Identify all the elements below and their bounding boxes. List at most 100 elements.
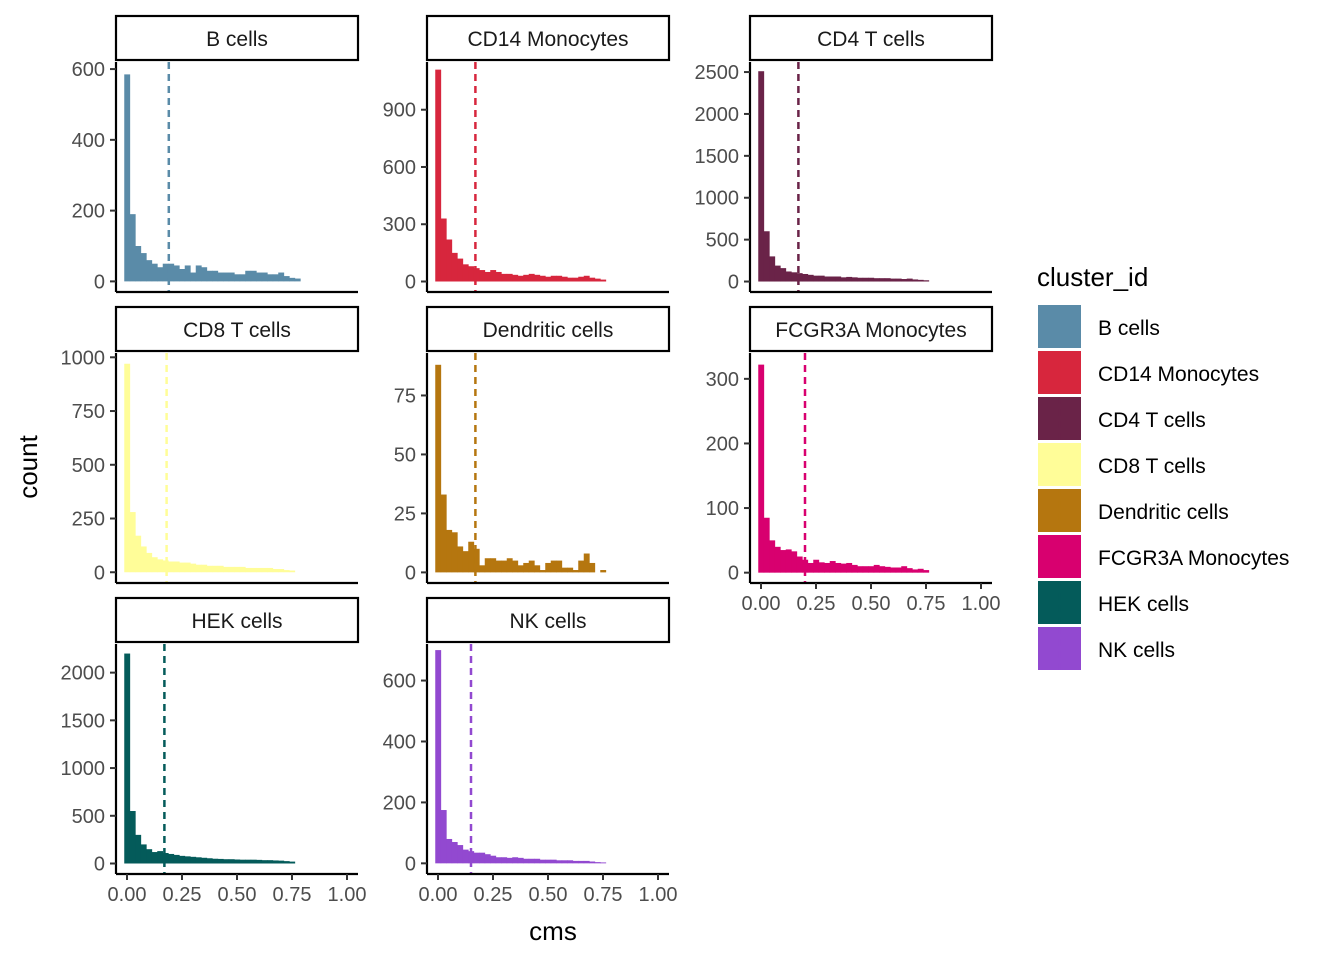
bar-fcgr3a-monocytes-16 <box>846 562 853 573</box>
bar-nk-cells-17 <box>528 858 535 864</box>
bar-cd4-t-cells-1 <box>763 231 770 282</box>
bar-cd4-t-cells-26 <box>901 279 908 282</box>
bar-cd4-t-cells-3 <box>774 265 781 282</box>
panel-fcgr3a-monocytes: FCGR3A Monocytes 0 100 200 300 0.00 0.25 0.50 0.… <box>706 305 1000 615</box>
bar-hek-cells-25 <box>261 860 268 864</box>
bar-b-cells-14 <box>201 267 208 282</box>
legend-key-cd14-monocytes <box>1038 351 1081 394</box>
bar-cd4-t-cells-0 <box>758 71 765 282</box>
bar-hek-cells-10 <box>179 855 186 864</box>
bar-cd4-t-cells-27 <box>906 278 913 282</box>
bar-cd14-monocytes-11 <box>495 271 502 282</box>
bar-hek-cells-14 <box>201 857 208 864</box>
y-tick-label-cd14-monocytes-2: 600 <box>383 157 416 179</box>
bar-dendritic-cells-2 <box>446 529 453 573</box>
bar-fcgr3a-monocytes-12 <box>824 562 831 573</box>
bar-b-cells-26 <box>267 274 274 282</box>
bar-cd14-monocytes-5 <box>462 264 469 282</box>
y-tick-label-cd8-t-cells-1: 250 <box>72 509 105 531</box>
bar-fcgr3a-monocytes-28 <box>912 569 919 573</box>
bar-hek-cells-30 <box>289 861 296 864</box>
bar-cd8-t-cells-20 <box>234 566 241 573</box>
bar-fcgr3a-monocytes-27 <box>906 568 913 573</box>
x-axis-title: cms <box>529 916 577 946</box>
bar-cd4-t-cells-21 <box>873 278 880 282</box>
bar-cd8-t-cells-5 <box>151 557 158 573</box>
bar-b-cells-4 <box>146 260 153 282</box>
bar-cd8-t-cells-13 <box>195 564 202 573</box>
y-tick-label-nk-cells-2: 400 <box>383 731 416 753</box>
bar-nk-cells-11 <box>495 857 502 864</box>
bar-fcgr3a-monocytes-26 <box>901 566 908 573</box>
bar-nk-cells-2 <box>446 838 453 864</box>
y-tick-label-hek-cells-0: 0 <box>94 854 105 876</box>
bar-cd8-t-cells-23 <box>250 567 257 573</box>
bar-cd14-monocytes-9 <box>484 271 491 282</box>
bar-b-cells-17 <box>217 272 224 282</box>
bar-cd8-t-cells-14 <box>201 564 208 573</box>
strip-fcgr3a-monocytes <box>748 305 994 353</box>
bar-cd8-t-cells-12 <box>190 563 197 573</box>
strip-cd4-t-cells <box>748 14 994 62</box>
legend-label-cd4-t-cells: CD4 T cells <box>1098 409 1206 432</box>
legend-key-fcgr3a-monocytes <box>1038 535 1081 578</box>
x-tick-label-fcgr3a-monocytes-3: 0.75 <box>907 593 946 615</box>
bar-fcgr3a-monocytes-24 <box>890 567 897 573</box>
bar-fcgr3a-monocytes-11 <box>818 562 825 573</box>
bar-nk-cells-6 <box>468 851 475 864</box>
bar-cd8-t-cells-15 <box>206 565 213 573</box>
bar-cd14-monocytes-21 <box>550 275 557 282</box>
bar-cd14-monocytes-25 <box>572 277 579 282</box>
y-tick-label-hek-cells-3: 1500 <box>61 710 106 732</box>
bar-b-cells-8 <box>168 263 175 282</box>
bar-b-cells-24 <box>256 272 263 282</box>
bar-b-cells-1 <box>129 214 136 282</box>
bar-nk-cells-4 <box>457 845 464 864</box>
y-tick-label-nk-cells-0: 0 <box>405 853 416 875</box>
bar-cd8-t-cells-1 <box>129 512 136 573</box>
bar-fcgr3a-monocytes-4 <box>780 550 787 573</box>
y-tick-label-dendritic-cells-0: 0 <box>405 562 416 584</box>
bar-hek-cells-18 <box>223 859 230 864</box>
x-tick-label-hek-cells-1: 0.25 <box>163 884 202 906</box>
bar-nk-cells-10 <box>490 855 497 864</box>
bar-nk-cells-15 <box>517 857 524 864</box>
bar-hek-cells-2 <box>135 834 142 864</box>
panel-cd4-t-cells: CD4 T cells 0 500 1000 1500 2000 2500 <box>695 14 994 294</box>
bar-b-cells-11 <box>184 265 191 282</box>
bar-cd14-monocytes-26 <box>578 276 585 282</box>
bar-b-cells-2 <box>135 246 142 282</box>
bar-hek-cells-15 <box>206 858 213 864</box>
bar-cd8-t-cells-16 <box>212 565 219 573</box>
y-tick-label-dendritic-cells-2: 50 <box>394 444 416 466</box>
bar-fcgr3a-monocytes-1 <box>763 517 770 573</box>
bar-nk-cells-27 <box>583 860 590 864</box>
bar-hek-cells-28 <box>278 860 285 864</box>
y-tick-label-b-cells-1: 200 <box>72 201 105 223</box>
bar-hek-cells-8 <box>168 853 175 864</box>
bar-fcgr3a-monocytes-22 <box>879 566 886 573</box>
bar-dendritic-cells-23 <box>561 567 568 573</box>
legend-key-cd8-t-cells <box>1038 443 1081 486</box>
bar-dendritic-cells-0 <box>435 364 442 573</box>
bar-cd8-t-cells-3 <box>140 546 147 573</box>
strip-label-b-cells: B cells <box>206 28 268 51</box>
bar-cd14-monocytes-27 <box>583 275 590 282</box>
bar-hek-cells-19 <box>228 859 235 864</box>
x-tick-label-nk-cells-3: 0.75 <box>584 884 623 906</box>
bar-cd14-monocytes-14 <box>512 274 519 282</box>
legend-label-b-cells: B cells <box>1098 317 1160 340</box>
bar-hek-cells-22 <box>245 859 252 864</box>
bar-cd14-monocytes-3 <box>451 252 458 282</box>
bar-b-cells-10 <box>179 269 186 282</box>
bar-dendritic-cells-6 <box>468 541 475 573</box>
bar-cd8-t-cells-8 <box>168 561 175 573</box>
bar-hek-cells-24 <box>256 859 263 864</box>
bar-b-cells-19 <box>228 272 235 282</box>
bar-hek-cells-21 <box>239 859 246 864</box>
bar-fcgr3a-monocytes-15 <box>840 563 847 573</box>
bar-cd8-t-cells-7 <box>162 560 169 573</box>
bar-cd4-t-cells-25 <box>895 278 902 282</box>
legend-label-nk-cells: NK cells <box>1098 639 1175 662</box>
